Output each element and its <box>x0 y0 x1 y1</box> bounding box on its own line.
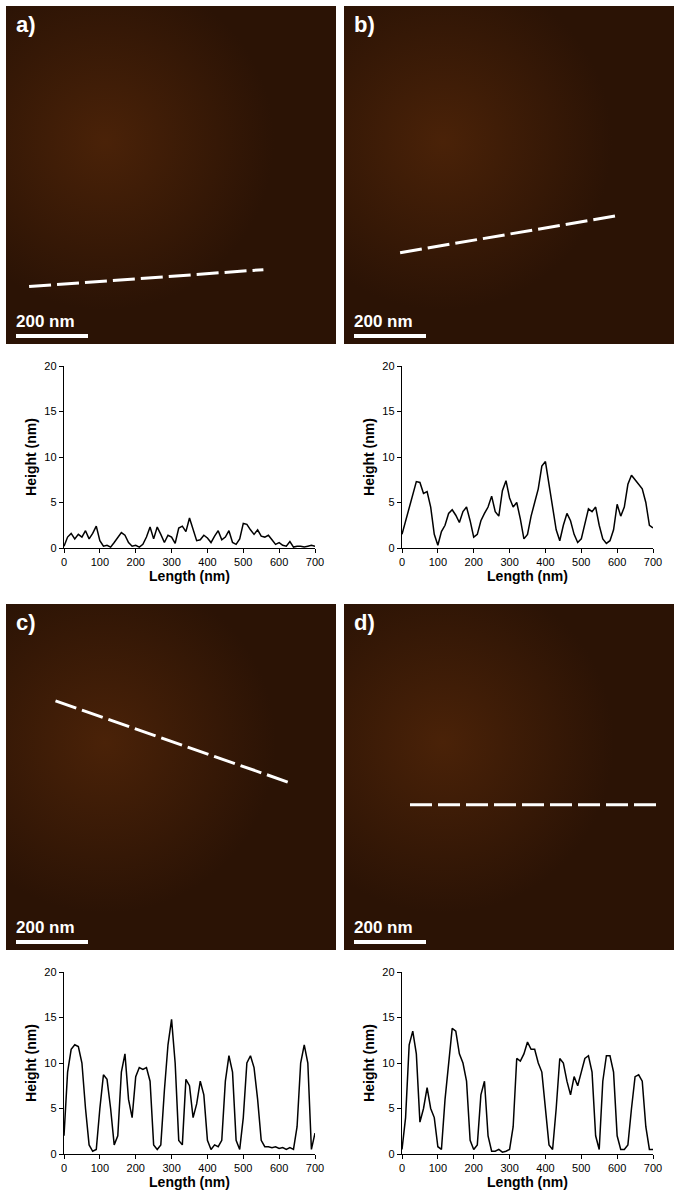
svg-text:0: 0 <box>399 556 405 568</box>
svg-text:20: 20 <box>382 360 394 372</box>
html-text:c): c) <box>16 610 36 635</box>
svg-text:700: 700 <box>644 556 662 568</box>
svg-text:Height (nm): Height (nm) <box>361 1024 377 1102</box>
svg-text:300: 300 <box>500 1162 518 1174</box>
svg-text:10: 10 <box>44 451 56 463</box>
svg-text:500: 500 <box>234 1162 252 1174</box>
svg-text:400: 400 <box>536 556 554 568</box>
svg-text:0: 0 <box>50 542 56 554</box>
svg-text:600: 600 <box>608 556 626 568</box>
svg-text:200: 200 <box>465 556 483 568</box>
svg-text:5: 5 <box>388 1102 394 1114</box>
svg-text:600: 600 <box>270 1162 288 1174</box>
svg-text:200: 200 <box>465 1162 483 1174</box>
svg-text:15: 15 <box>382 1011 394 1023</box>
svg-text:0: 0 <box>61 556 67 568</box>
html-text:b): b) <box>354 12 375 37</box>
svg-text:400: 400 <box>198 1162 216 1174</box>
svg-text:600: 600 <box>608 1162 626 1174</box>
svg-text:500: 500 <box>234 556 252 568</box>
svg-text:20: 20 <box>382 966 394 978</box>
svg-text:300: 300 <box>500 556 518 568</box>
svg-text:Length (nm): Length (nm) <box>487 568 568 584</box>
html-text:200 nm: 200 nm <box>16 918 75 937</box>
svg-text:300: 300 <box>162 556 180 568</box>
svg-text:200: 200 <box>127 556 145 568</box>
svg-text:500: 500 <box>572 1162 590 1174</box>
svg-text:100: 100 <box>91 1162 109 1174</box>
html-text:200 nm: 200 nm <box>16 312 75 331</box>
svg-text:700: 700 <box>306 556 324 568</box>
svg-text:5: 5 <box>388 496 394 508</box>
svg-text:15: 15 <box>44 405 56 417</box>
svg-text:Length (nm): Length (nm) <box>149 568 230 584</box>
svg-text:Height (nm): Height (nm) <box>361 418 377 496</box>
svg-text:600: 600 <box>270 556 288 568</box>
svg-text:20: 20 <box>44 966 56 978</box>
svg-text:0: 0 <box>50 1148 56 1160</box>
svg-text:100: 100 <box>429 1162 447 1174</box>
svg-text:20: 20 <box>44 360 56 372</box>
svg-text:100: 100 <box>91 556 109 568</box>
svg-text:300: 300 <box>162 1162 180 1174</box>
svg-text:0: 0 <box>388 542 394 554</box>
html-text:a): a) <box>16 12 36 37</box>
svg-text:Length (nm): Length (nm) <box>149 1174 230 1190</box>
svg-text:10: 10 <box>44 1057 56 1069</box>
html-text:200 nm: 200 nm <box>354 312 413 331</box>
svg-text:15: 15 <box>44 1011 56 1023</box>
html-text:d): d) <box>354 610 375 635</box>
svg-text:Height (nm): Height (nm) <box>23 418 39 496</box>
svg-text:400: 400 <box>198 556 216 568</box>
svg-text:0: 0 <box>388 1148 394 1160</box>
svg-text:400: 400 <box>536 1162 554 1174</box>
svg-text:700: 700 <box>306 1162 324 1174</box>
svg-text:200: 200 <box>127 1162 145 1174</box>
svg-text:100: 100 <box>429 556 447 568</box>
svg-text:5: 5 <box>50 1102 56 1114</box>
svg-text:0: 0 <box>399 1162 405 1174</box>
svg-text:700: 700 <box>644 1162 662 1174</box>
svg-text:0: 0 <box>61 1162 67 1174</box>
svg-text:5: 5 <box>50 496 56 508</box>
svg-text:500: 500 <box>572 556 590 568</box>
svg-text:10: 10 <box>382 451 394 463</box>
svg-text:10: 10 <box>382 1057 394 1069</box>
svg-text:15: 15 <box>382 405 394 417</box>
svg-text:Height (nm): Height (nm) <box>23 1024 39 1102</box>
svg-text:Length (nm): Length (nm) <box>487 1174 568 1190</box>
html-text:200 nm: 200 nm <box>354 918 413 937</box>
